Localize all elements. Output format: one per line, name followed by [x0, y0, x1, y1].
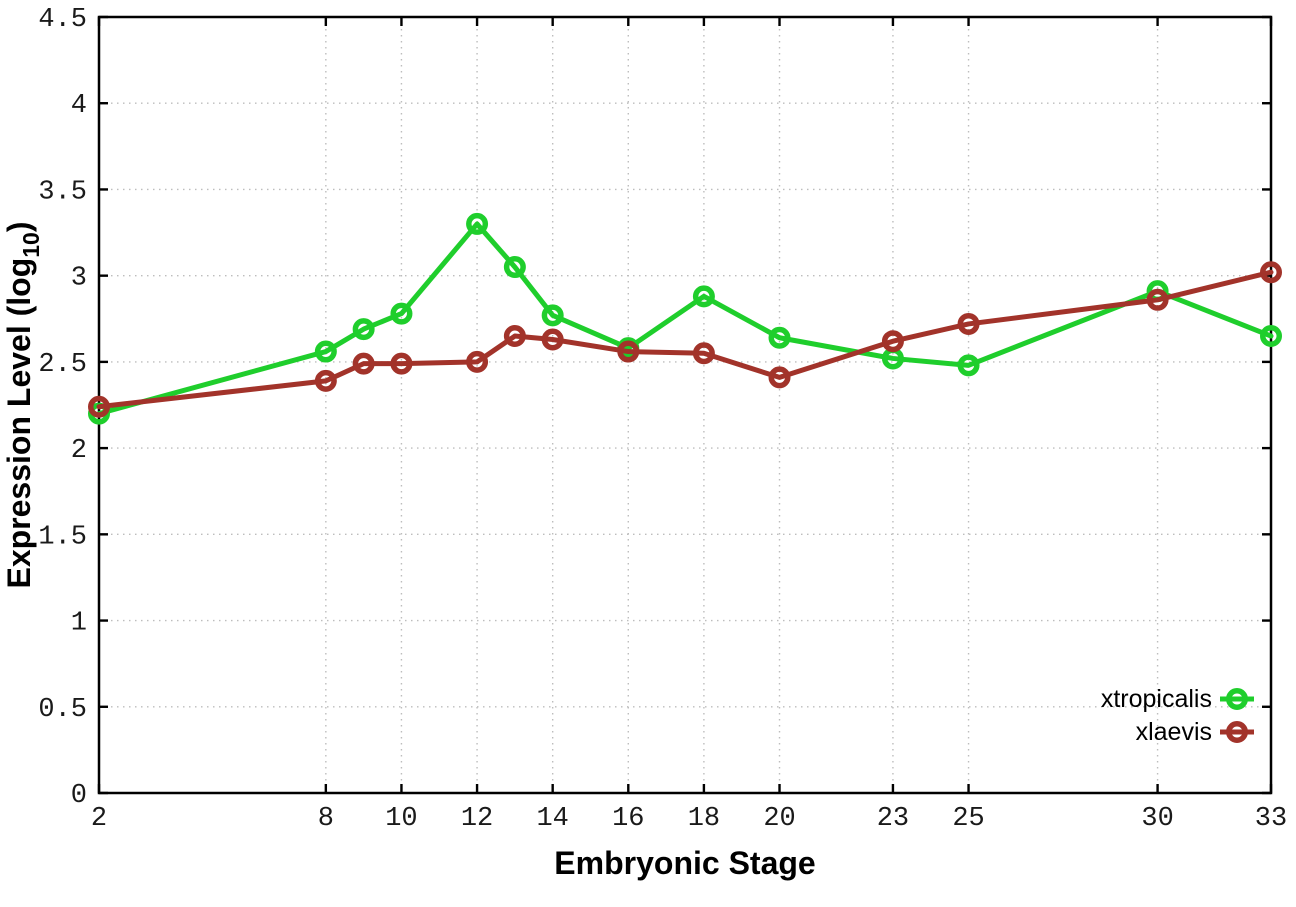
data-point-xlaevis-stage-13: [503, 325, 526, 348]
series-layer: [88, 212, 1282, 425]
y-tick-label-1_5: 1.5: [38, 522, 87, 552]
legend-marker-xlaevis: [1226, 721, 1248, 743]
y-tick-label-2: 2: [71, 436, 87, 466]
x-tick-label-8: 8: [318, 804, 334, 834]
x-tick-label-20: 20: [763, 804, 795, 834]
y-tick-label-4_5: 4.5: [38, 5, 87, 35]
data-point-xtropicalis-stage-33: [1260, 325, 1282, 348]
grid-layer: [99, 17, 1271, 793]
data-point-xlaevis-stage-16: [617, 340, 640, 363]
y-tick-label-3_5: 3.5: [38, 177, 87, 207]
x-tick-label-18: 18: [688, 804, 720, 834]
data-point-xlaevis-stage-25: [957, 312, 980, 335]
tick-label-layer: 2 8 10 12 14 16 18 20 23 25 30 33 0 0.5 1 1.5 2 2.5 3 3.5 4 4…: [38, 5, 1287, 834]
data-point-xtropicalis-stage-9: [352, 318, 375, 341]
y-tick-label-4: 4: [71, 91, 87, 121]
x-axis-title: Embryonic Stage: [554, 845, 815, 881]
y-axis-title-suffix: ): [1, 221, 37, 232]
data-point-xlaevis-stage-33: [1260, 261, 1282, 284]
x-tick-label-2: 2: [91, 804, 107, 834]
y-tick-label-3: 3: [71, 264, 87, 294]
data-point-xlaevis-stage-18: [692, 342, 715, 365]
y-axis-title-text: Expression Level (log: [1, 258, 37, 589]
plot-border: [97, 15, 1273, 795]
series-line-xlaevis: [96, 269, 1274, 410]
data-point-xtropicalis-stage-20: [768, 326, 791, 349]
data-point-xtropicalis-stage-8: [314, 340, 337, 363]
x-tick-label-23: 23: [877, 804, 909, 834]
y-axis-title-subscript: 10: [18, 232, 44, 258]
y-tick-label-0: 0: [71, 781, 87, 811]
y-axis-title: Expression Level (log10): [1, 221, 44, 588]
data-point-xtropicalis-stage-14: [541, 304, 564, 327]
x-tick-label-33: 33: [1255, 804, 1287, 834]
data-point-xlaevis-stage-20: [768, 366, 791, 389]
data-point-xtropicalis-stage-25: [957, 354, 980, 377]
data-point-xtropicalis-stage-18: [692, 285, 715, 308]
x-tick-label-16: 16: [612, 804, 644, 834]
legend-markers: [1220, 688, 1254, 743]
legend: xtropicalis xlaevis: [1101, 685, 1254, 746]
data-point-xlaevis-stage-9: [352, 352, 375, 375]
x-tick-label-25: 25: [952, 804, 984, 834]
legend-marker-xtropicalis: [1226, 688, 1248, 710]
y-tick-label-0_5: 0.5: [38, 695, 87, 725]
data-point-xtropicalis-stage-10: [390, 302, 413, 325]
data-point-xtropicalis-stage-13: [503, 256, 526, 279]
x-tick-label-10: 10: [385, 804, 417, 834]
data-point-xlaevis-stage-8: [314, 369, 337, 392]
y-tick-label-2_5: 2.5: [38, 350, 87, 380]
x-tick-label-12: 12: [461, 804, 493, 834]
data-point-xlaevis-stage-23: [881, 330, 904, 353]
data-point-xtropicalis-stage-12: [466, 212, 489, 235]
y-tick-label-1: 1: [71, 609, 87, 639]
legend-label-xtropicalis: xtropicalis: [1101, 685, 1212, 713]
data-point-xlaevis-stage-30: [1146, 288, 1169, 311]
x-tick-label-14: 14: [536, 804, 568, 834]
data-point-xlaevis-stage-2: [88, 395, 110, 418]
frame-layer: [97, 15, 1273, 795]
legend-label-xlaevis: xlaevis: [1136, 718, 1212, 746]
data-point-xlaevis-stage-12: [466, 350, 489, 373]
data-point-xlaevis-stage-14: [541, 328, 564, 351]
data-point-xlaevis-stage-10: [390, 352, 413, 375]
x-tick-label-30: 30: [1141, 804, 1173, 834]
